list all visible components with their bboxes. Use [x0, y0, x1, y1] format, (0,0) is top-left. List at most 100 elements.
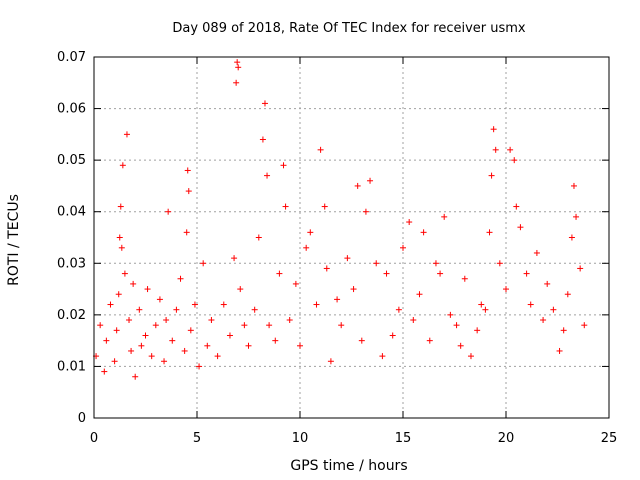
data-point: [379, 353, 386, 360]
data-point: [245, 342, 252, 349]
y-tick-label: 0.01: [57, 359, 86, 374]
data-point: [577, 265, 584, 272]
data-point: [513, 203, 520, 210]
y-tick-label: 0: [78, 411, 86, 426]
y-tick-label: 0.03: [57, 256, 86, 271]
data-point: [292, 280, 299, 287]
data-point: [581, 322, 588, 329]
data-point: [185, 188, 192, 195]
data-point: [200, 260, 207, 267]
data-point: [511, 157, 518, 164]
x-tick-label: 25: [601, 431, 618, 446]
data-point: [165, 208, 172, 215]
data-point: [132, 373, 139, 380]
data-point: [560, 327, 567, 334]
x-tick-label: 15: [395, 431, 412, 446]
data-point: [410, 317, 417, 324]
data-point: [453, 322, 460, 329]
data-point: [426, 337, 433, 344]
data-point: [507, 146, 514, 153]
data-point: [204, 342, 211, 349]
data-point: [478, 301, 485, 308]
data-point: [544, 280, 551, 287]
data-point: [327, 358, 334, 365]
data-points: [93, 59, 588, 380]
axis-ticks: 0 0.01 0.02 0.03 0.04 0.05 0.06 0.07 0 5 10 15 20 25: [57, 50, 617, 446]
data-point: [432, 260, 439, 267]
data-point: [259, 136, 266, 143]
x-tick-label: 20: [498, 431, 515, 446]
y-tick-label: 0.06: [57, 102, 86, 117]
data-point: [184, 167, 191, 174]
data-point: [338, 322, 345, 329]
data-point: [350, 286, 357, 293]
data-point: [354, 182, 361, 189]
data-point: [441, 213, 448, 220]
data-point: [266, 322, 273, 329]
data-point: [111, 358, 118, 365]
data-point: [123, 131, 130, 138]
data-point: [286, 317, 293, 324]
data-point: [389, 332, 396, 339]
data-point: [367, 177, 374, 184]
data-point: [492, 146, 499, 153]
data-point: [344, 255, 351, 262]
data-point: [233, 79, 240, 86]
x-tick-label: 5: [193, 431, 201, 446]
y-tick-label: 0.02: [57, 308, 86, 323]
data-point: [234, 59, 241, 66]
data-point: [163, 317, 170, 324]
data-point: [474, 327, 481, 334]
data-point: [128, 347, 135, 354]
data-point: [517, 224, 524, 231]
data-point: [496, 260, 503, 267]
data-point: [101, 368, 108, 375]
data-point: [103, 337, 110, 344]
chart-title: Day 089 of 2018, Rate Of TEC Index for r…: [172, 21, 526, 36]
data-point: [482, 306, 489, 313]
data-point: [564, 291, 571, 298]
data-point: [420, 229, 427, 236]
data-point: [307, 229, 314, 236]
data-point: [255, 234, 262, 241]
data-point: [416, 291, 423, 298]
data-point: [152, 322, 159, 329]
data-point: [226, 332, 233, 339]
data-point: [321, 203, 328, 210]
x-tick-label: 0: [90, 431, 98, 446]
data-point: [144, 286, 151, 293]
data-point: [486, 229, 493, 236]
data-point: [383, 270, 390, 277]
data-point: [297, 342, 303, 349]
x-tick-label: 10: [292, 431, 309, 446]
y-tick-label: 0.07: [57, 50, 86, 65]
data-point: [113, 327, 120, 334]
data-point: [362, 208, 369, 215]
data-point: [138, 342, 145, 349]
data-point: [488, 172, 495, 179]
data-point: [220, 301, 227, 308]
data-point: [121, 270, 128, 277]
data-point: [237, 286, 244, 293]
data-point: [503, 286, 509, 293]
data-point: [523, 270, 530, 277]
data-point: [261, 100, 268, 107]
y-axis-title: ROTI / TECUs: [6, 194, 22, 286]
data-point: [116, 234, 123, 241]
data-point: [264, 172, 271, 179]
data-point: [461, 275, 468, 282]
data-point: [313, 301, 320, 308]
data-point: [276, 270, 283, 277]
data-point: [119, 162, 126, 169]
data-point: [467, 353, 474, 360]
data-point: [457, 342, 464, 349]
data-point: [97, 322, 104, 329]
data-point: [196, 363, 203, 370]
data-point: [550, 306, 557, 313]
data-point: [118, 244, 125, 251]
data-point: [136, 306, 143, 313]
data-point: [231, 255, 238, 262]
data-point: [187, 327, 194, 334]
data-point: [107, 301, 114, 308]
